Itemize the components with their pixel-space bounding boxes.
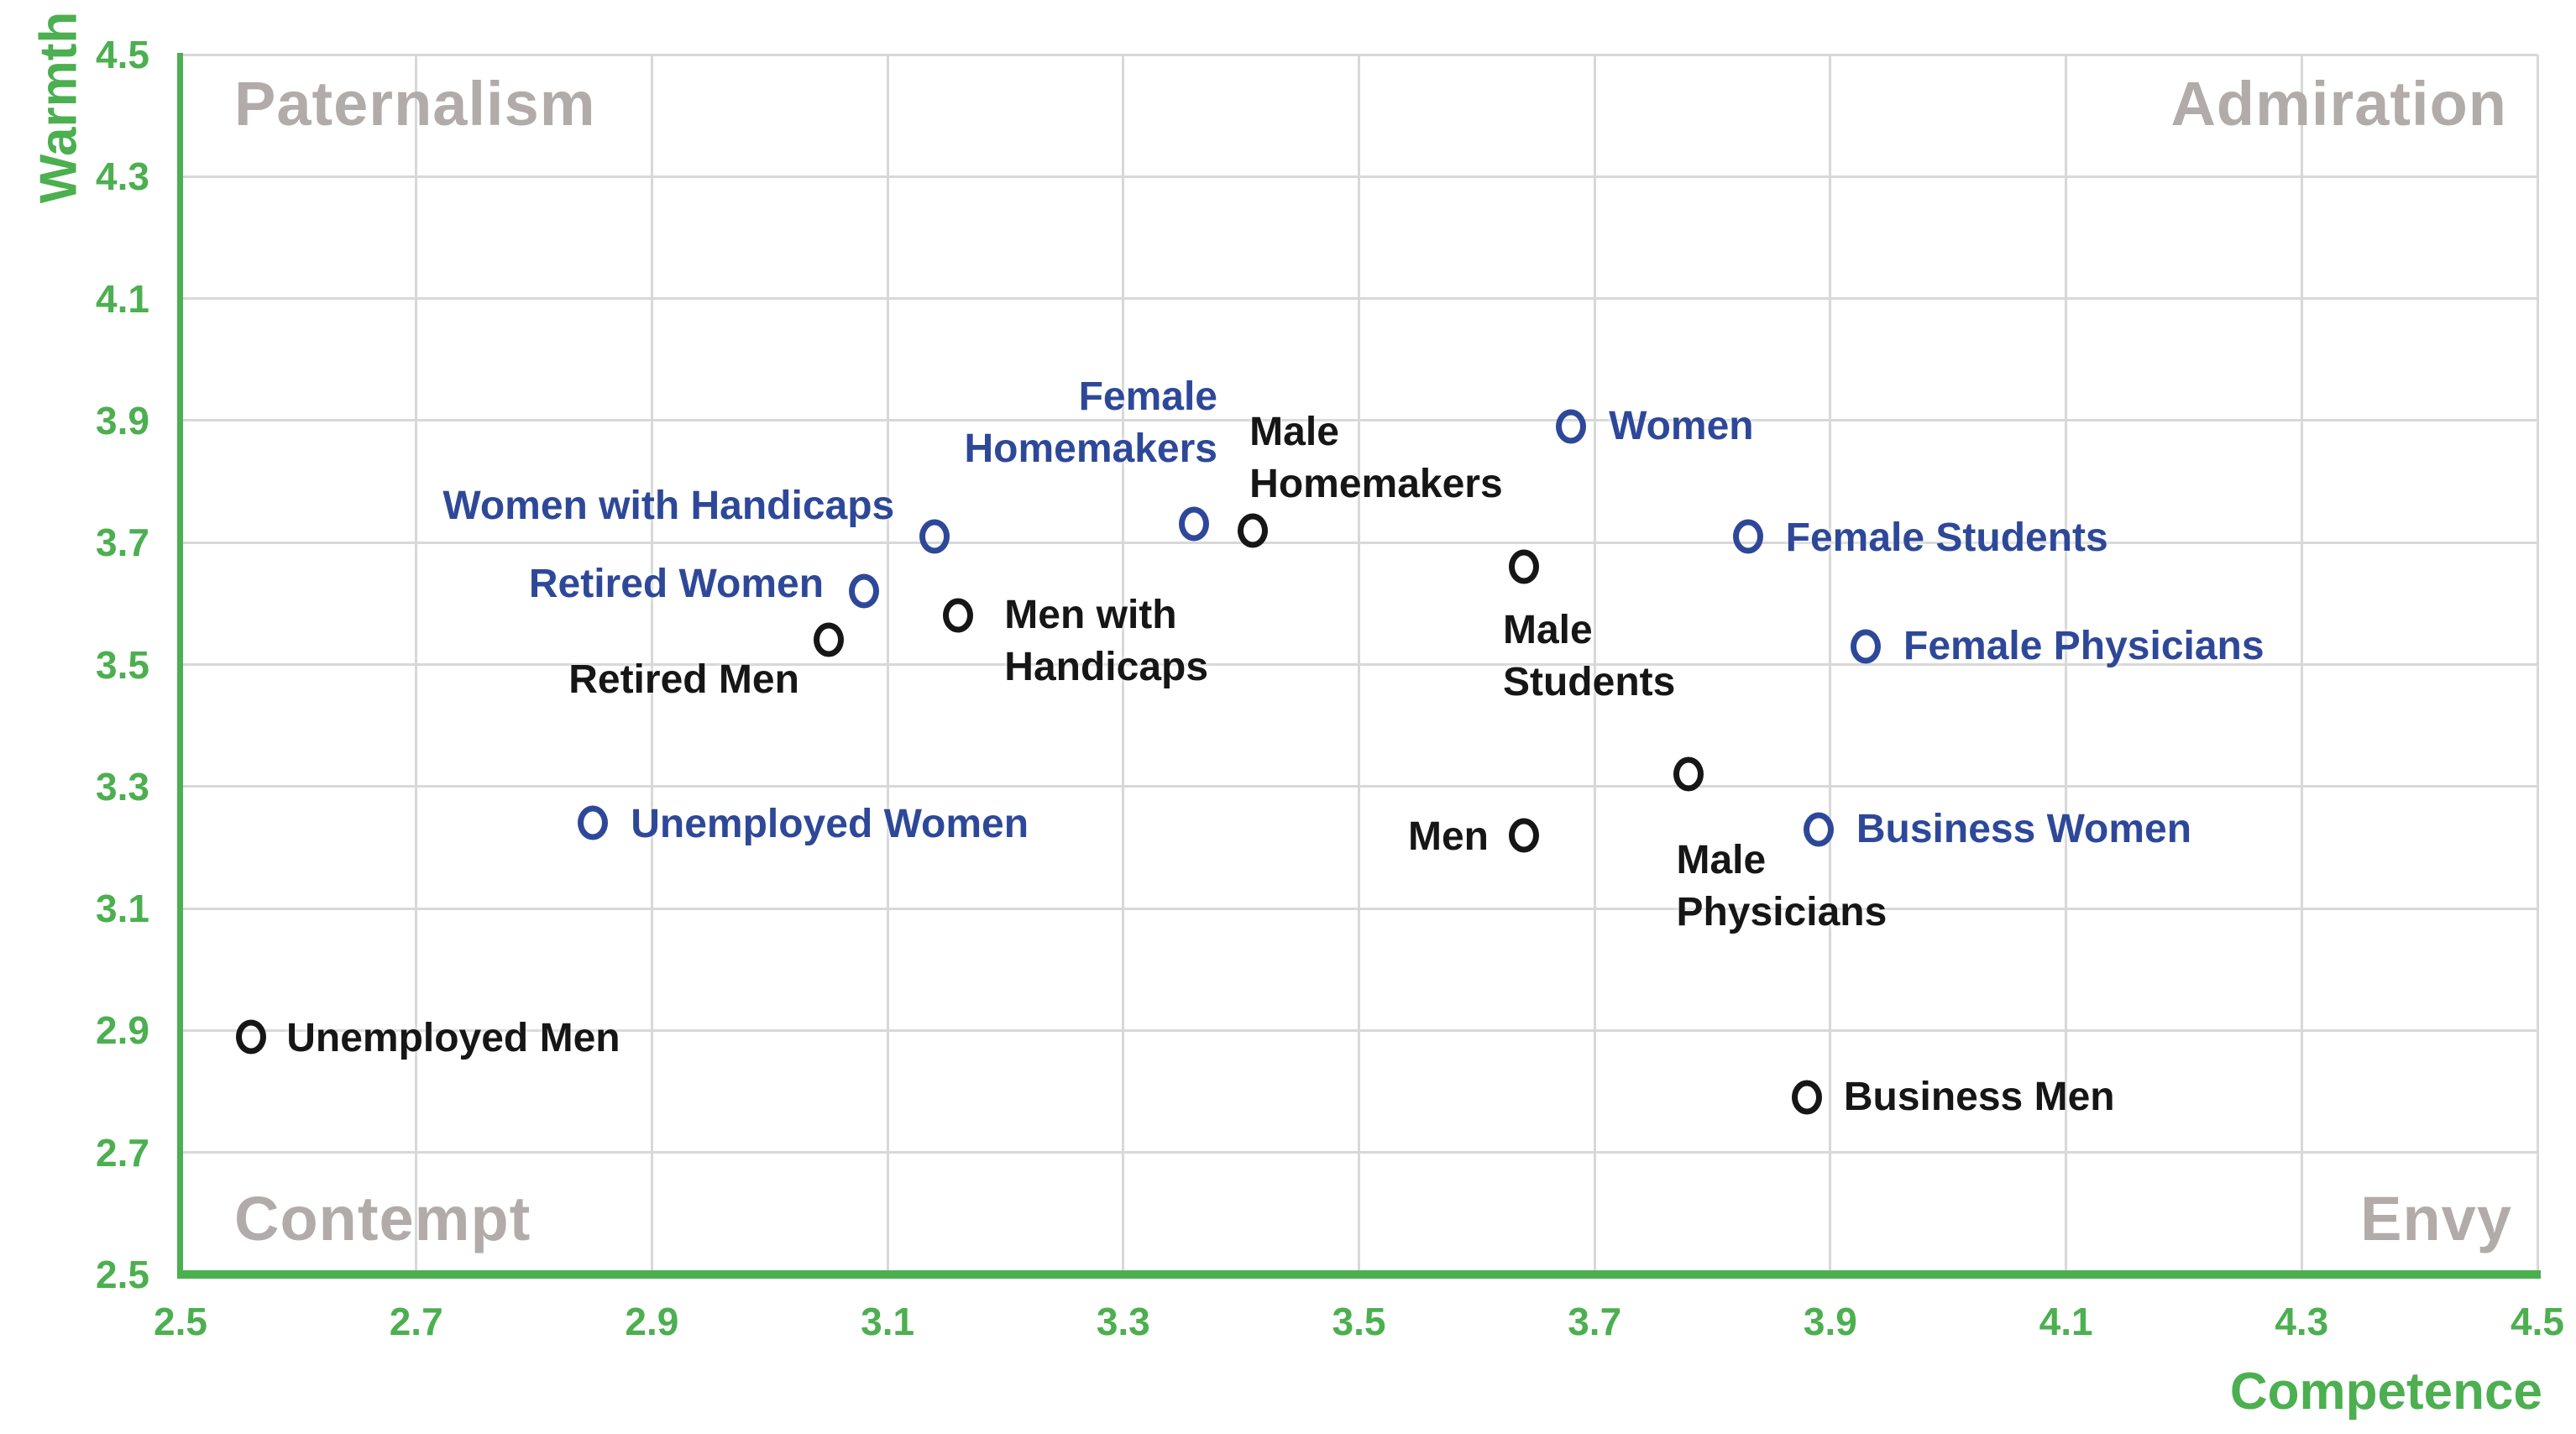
data-point-female-homemakers [1179,506,1209,542]
point-label-retired-women: Retired Women [528,562,825,607]
point-label-business-women: Business Women [1856,806,2192,851]
y-tick-label: 3.7 [96,521,149,565]
data-point-men-with-handicaps [943,598,974,633]
gridline-horizontal [181,175,2537,178]
gridline-horizontal [181,419,2537,422]
point-label-men-with-handicaps: Men with Handicaps [1004,593,1209,690]
point-label-male-students: Male Students [1502,608,1676,705]
data-point-business-women [1803,812,1834,847]
y-tick-label: 4.1 [96,276,149,321]
quadrant-label-admiration: Admiration [2170,69,2507,139]
data-point-female-physicians [1851,629,1881,664]
data-point-male-students [1508,549,1539,584]
y-tick-label: 4.5 [96,33,149,76]
y-tick-label: 2.7 [96,1130,149,1175]
data-point-male-physicians [1673,756,1704,792]
x-tick-label: 4.3 [2275,1300,2329,1343]
data-point-unemployed-men [236,1019,267,1055]
data-point-male-homemakers [1238,513,1269,548]
gridline-vertical [2300,55,2303,1274]
data-point-men [1508,818,1539,853]
point-label-male-physicians: Male Physicians [1676,838,1887,935]
y-axis-line [177,53,183,1278]
point-label-men: Men [1407,814,1489,859]
data-point-women-with-handicaps [919,519,950,554]
x-tick-label: 3.9 [1803,1300,1857,1343]
gridline-vertical [1829,55,1832,1274]
point-label-male-homemakers: Male Homemakers [1249,409,1503,506]
data-point-retired-women [849,573,880,609]
point-label-unemployed-women: Unemployed Women [631,802,1029,847]
gridline-horizontal [181,541,2537,544]
quadrant-label-paternalism: Paternalism [234,69,596,139]
data-point-retired-men [813,622,844,657]
gridline-vertical [2065,55,2068,1274]
x-tick-label: 3.5 [1332,1300,1386,1343]
point-label-retired-men: Retired Men [568,657,799,703]
y-tick-label: 2.5 [96,1253,149,1296]
x-tick-label: 3.1 [861,1300,915,1343]
gridline-horizontal [181,297,2537,301]
plot-area: Paternalism Admiration Contempt Envy Wom… [177,53,2541,1279]
y-tick-label: 3.5 [96,642,149,687]
gridline-vertical [2536,55,2539,1274]
x-tick-label: 3.7 [1568,1300,1622,1343]
x-tick-label: 2.7 [389,1300,443,1343]
point-label-women-with-handicaps: Women with Handicaps [442,483,895,528]
data-point-unemployed-women [578,805,609,840]
x-tick-label: 3.3 [1096,1300,1150,1343]
gridline-horizontal [181,663,2537,666]
point-label-female-homemakers: Female Homemakers [964,374,1218,472]
y-axis-title: Warmth [29,11,88,204]
point-label-female-students: Female Students [1785,515,2108,560]
data-point-female-students [1732,519,1763,554]
x-axis-title: Competence [2229,1363,2542,1421]
y-tick-label: 2.9 [96,1008,149,1053]
y-tick-label: 4.3 [96,154,149,199]
gridline-vertical [1593,55,1596,1274]
point-label-female-physicians: Female Physicians [1903,623,2264,668]
quadrant-label-contempt: Contempt [234,1184,531,1253]
x-tick-label: 2.9 [625,1300,679,1343]
point-label-business-men: Business Men [1843,1075,2115,1120]
y-tick-label: 3.9 [96,398,149,442]
data-point-business-men [1791,1080,1822,1115]
quadrant-label-envy: Envy [2360,1184,2512,1253]
x-tick-label: 4.1 [2039,1300,2093,1343]
x-axis-line [177,1270,2541,1279]
x-tick-label: 2.5 [154,1300,207,1343]
x-tick-label: 4.5 [2511,1300,2564,1343]
point-label-women: Women [1609,404,1754,449]
data-point-women [1556,409,1587,444]
y-tick-label: 3.1 [96,887,149,931]
point-label-unemployed-men: Unemployed Men [286,1015,620,1060]
y-tick-label: 3.3 [96,764,149,809]
gridline-horizontal [181,53,2537,56]
